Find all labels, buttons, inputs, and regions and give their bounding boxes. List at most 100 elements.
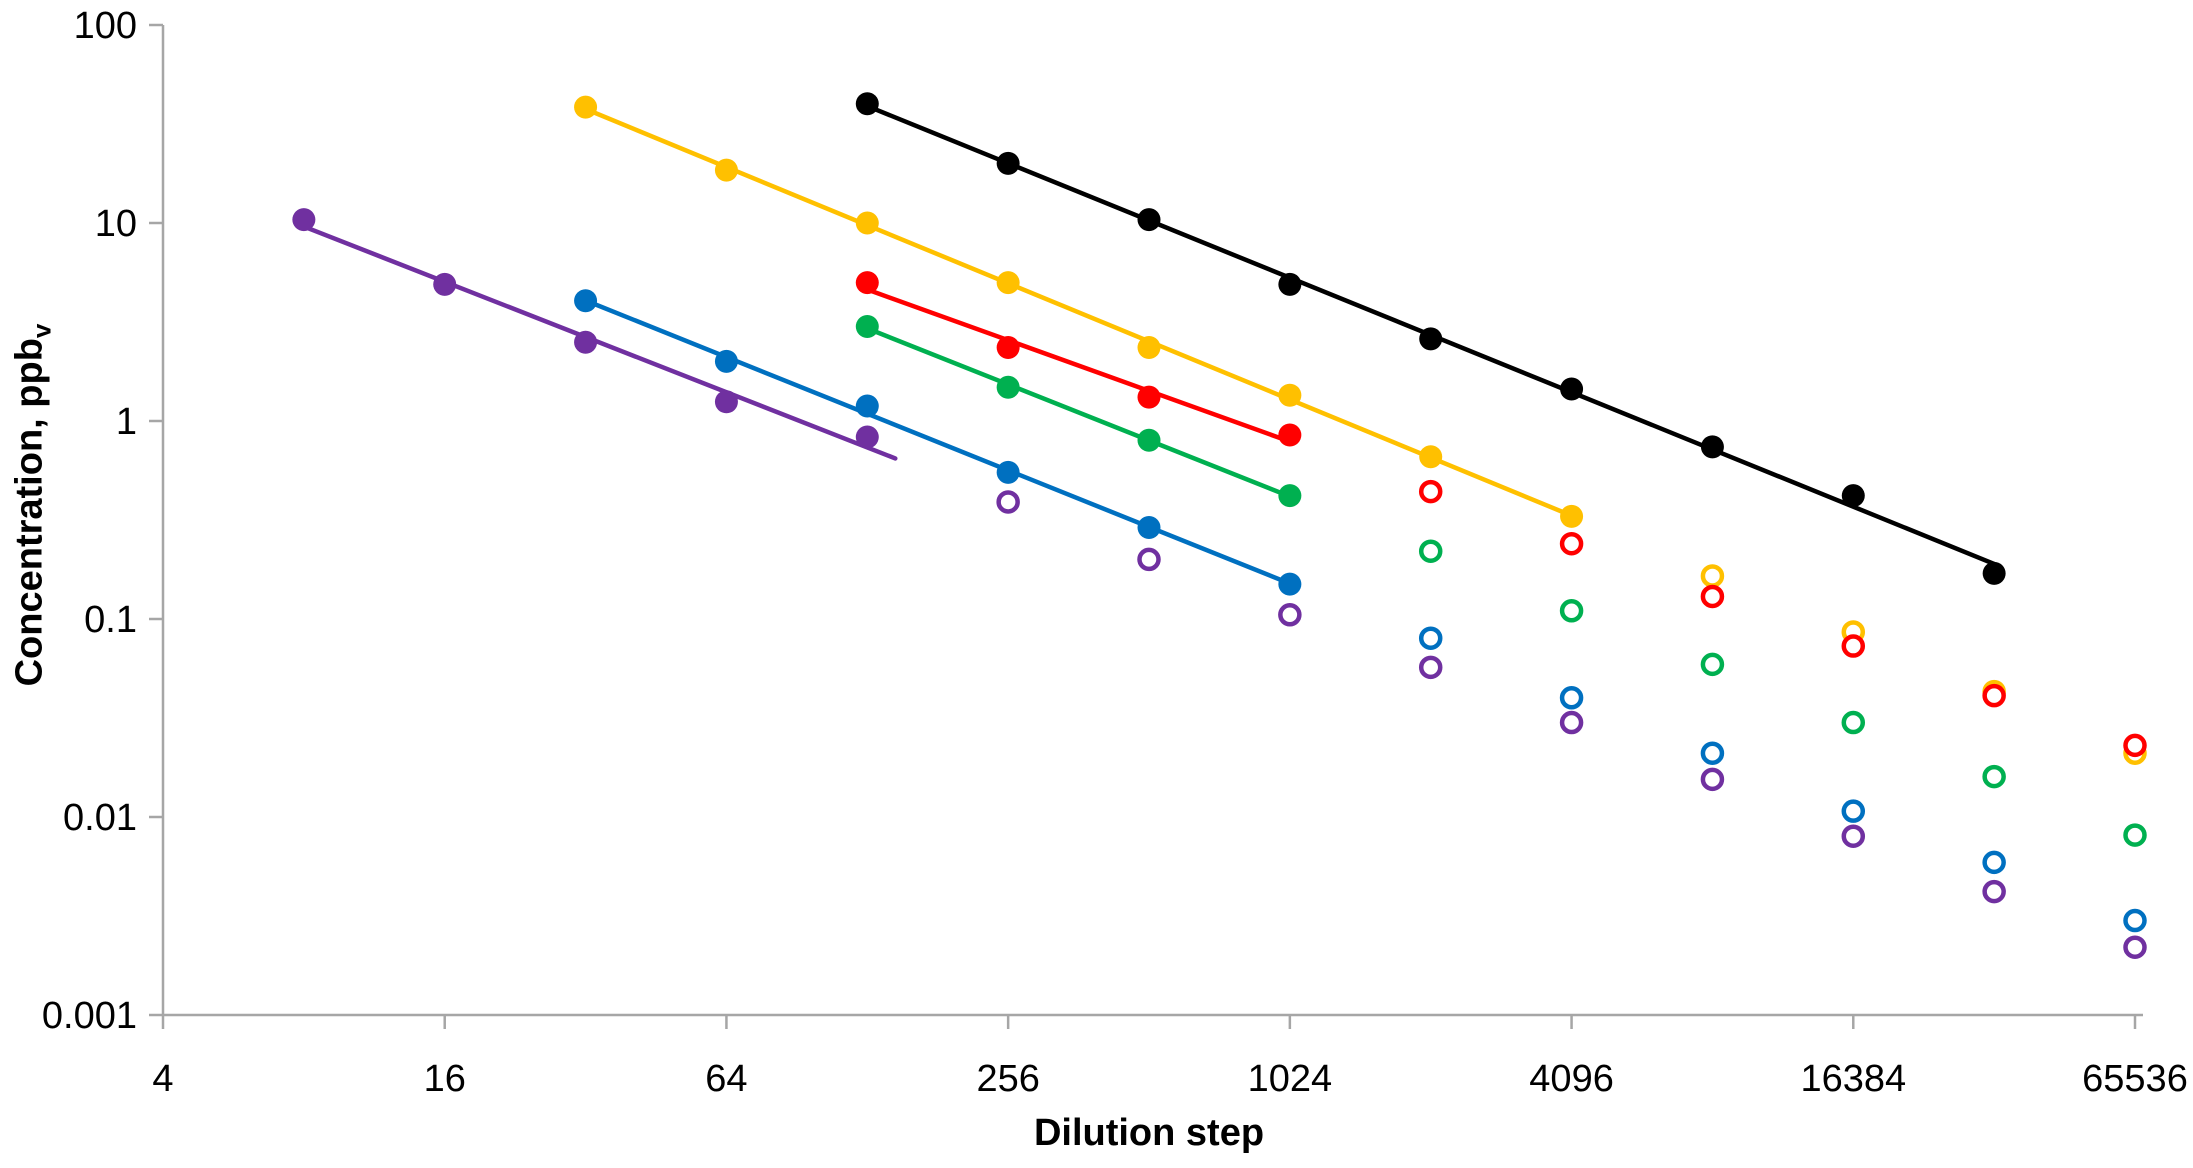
trendline-green-filled [865, 326, 1293, 499]
x-tick-label: 65536 [2082, 1058, 2188, 1100]
trendline-gold-filled [583, 106, 1574, 518]
series-red-open [1418, 479, 2147, 758]
x-tick-label: 16 [424, 1058, 466, 1100]
data-point-green-filled [1278, 484, 1302, 508]
data-point-black-filled [996, 151, 1020, 175]
data-point-purple-filled [433, 272, 457, 296]
x-tick-label: 1024 [1248, 1058, 1333, 1100]
data-point-gold-filled [574, 95, 598, 119]
x-tick-label: 4096 [1529, 1058, 1614, 1100]
x-axis-title: Dilution step [1033, 1112, 1265, 1154]
x-tick-label: 4 [152, 1058, 173, 1100]
y-tick-label: 1 [116, 401, 137, 443]
trendline-blue-filled [583, 298, 1293, 586]
series-red-filled [855, 271, 1302, 447]
data-point-gold-filled [1278, 383, 1302, 407]
data-point-blue-filled [996, 460, 1020, 484]
data-point-red-filled [1278, 423, 1302, 447]
data-point-red-open [1418, 479, 1443, 504]
series-gold-filled [574, 95, 1584, 528]
data-point-blue-open [1418, 626, 1443, 650]
data-point-red-open [1559, 531, 1584, 556]
data-point-blue-open [1841, 799, 1866, 823]
data-point-red-open [2123, 733, 2147, 758]
data-point-gold-filled [855, 211, 879, 235]
series-blue-filled [574, 289, 1302, 596]
data-point-green-open [1418, 539, 1443, 563]
data-point-green-filled [855, 315, 879, 339]
data-point-red-filled [996, 336, 1020, 360]
data-point-blue-open [1700, 741, 1725, 765]
data-point-green-filled [996, 375, 1020, 399]
data-point-gold-filled [714, 158, 738, 182]
y-tick-label: 0.01 [63, 797, 137, 839]
y-tick-label: 10 [95, 203, 137, 245]
data-point-red-open [1841, 634, 1866, 658]
data-point-purple-filled [855, 425, 879, 449]
series-gold-open [1700, 564, 2147, 765]
series-green-open [1418, 539, 2147, 847]
data-point-green-open [1559, 599, 1584, 623]
series-purple-open [996, 490, 2147, 959]
series-purple-filled [292, 208, 879, 449]
data-point-black-filled [855, 92, 879, 116]
y-tick-label: 0.001 [42, 995, 137, 1037]
y-axis-title-subscript: v [26, 323, 57, 339]
data-point-green-open [1700, 652, 1725, 677]
x-tick-label: 16384 [1800, 1058, 1906, 1100]
data-point-green-open [2123, 823, 2147, 847]
data-point-purple-open [1278, 603, 1302, 627]
series-black-filled [855, 92, 2006, 585]
data-point-gold-filled [1419, 445, 1443, 469]
data-point-purple-open [1137, 547, 1161, 572]
data-point-green-filled [1137, 428, 1161, 452]
data-point-blue-filled [1137, 515, 1161, 539]
data-point-purple-filled [292, 208, 316, 232]
series-green-filled [855, 315, 1302, 508]
x-tick-label: 256 [976, 1058, 1039, 1100]
data-point-gold-filled [1560, 504, 1584, 528]
data-point-blue-open [2123, 908, 2147, 933]
data-point-green-open [1982, 764, 2006, 789]
data-point-purple-open [996, 490, 1020, 514]
y-tick-label: 0.1 [84, 599, 137, 641]
data-point-red-open [1982, 683, 2006, 708]
data-point-black-filled [1841, 484, 1865, 508]
data-point-red-open [1700, 584, 1725, 609]
data-point-black-filled [1982, 561, 2006, 585]
series-blue-open [1418, 626, 2147, 933]
data-point-blue-filled [1278, 572, 1302, 596]
x-tick-label: 64 [705, 1058, 747, 1100]
data-point-green-open [1841, 710, 1866, 735]
data-point-black-filled [1137, 208, 1161, 232]
data-point-purple-filled [714, 390, 738, 414]
data-point-red-filled [855, 271, 879, 295]
data-point-purple-open [1700, 767, 1725, 792]
data-point-black-filled [1700, 435, 1724, 459]
data-point-gold-open [1700, 564, 1725, 588]
data-point-purple-filled [574, 330, 598, 354]
data-point-purple-open [1982, 879, 2006, 904]
data-point-blue-filled [714, 349, 738, 373]
data-point-gold-filled [1137, 336, 1161, 360]
data-point-red-filled [1137, 385, 1161, 409]
data-point-gold-filled [996, 271, 1020, 295]
y-axis-title-text: Concentration, ppb [8, 338, 51, 687]
data-point-black-filled [1560, 377, 1584, 401]
data-point-black-filled [1278, 272, 1302, 296]
y-tick-label: 100 [74, 5, 137, 47]
data-point-purple-open [1418, 655, 1443, 680]
y-axis-title: Concentration, ppbv [8, 324, 57, 687]
data-point-purple-open [1841, 824, 1866, 848]
data-point-purple-open [2123, 935, 2147, 959]
data-point-blue-filled [855, 394, 879, 418]
trendline-red-filled [865, 287, 1293, 444]
data-point-blue-open [1982, 850, 2006, 875]
trendline-purple-filled [301, 224, 898, 461]
data-point-blue-filled [574, 289, 598, 313]
data-point-purple-open [1559, 710, 1584, 735]
data-point-blue-open [1559, 686, 1584, 710]
data-point-black-filled [1419, 327, 1443, 351]
